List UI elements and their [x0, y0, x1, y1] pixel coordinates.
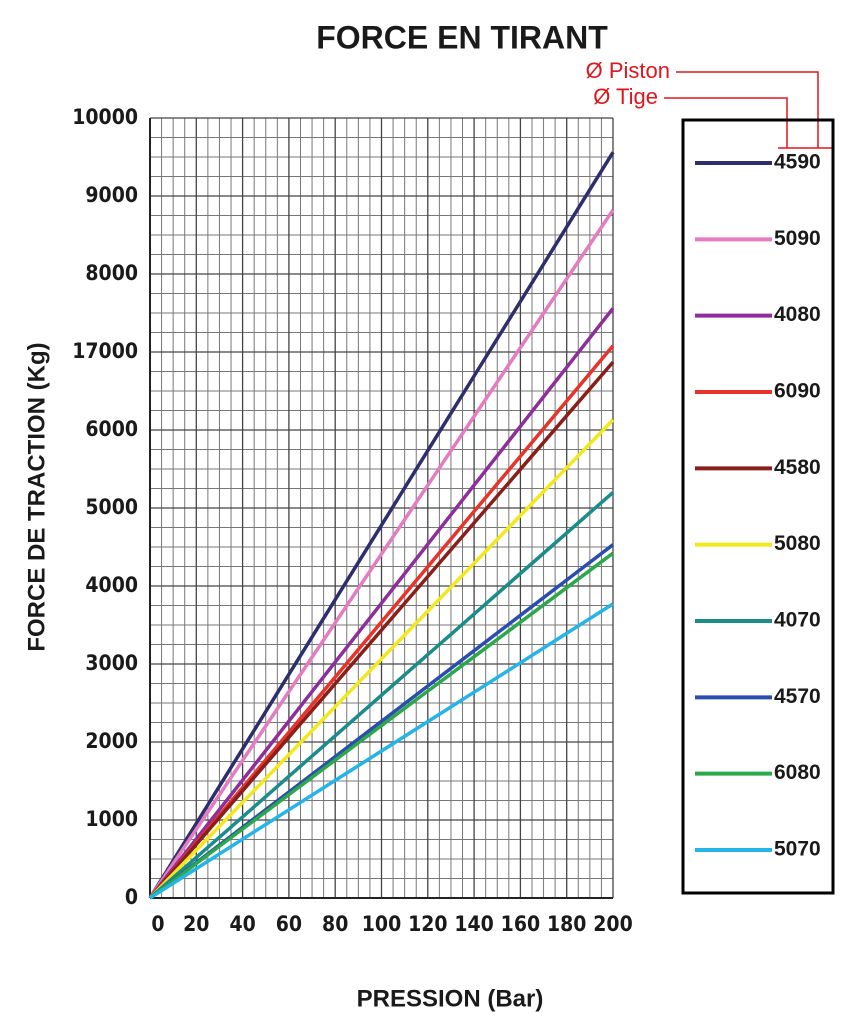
legend-label: 4590: [774, 151, 821, 174]
legend-label: 5080: [774, 532, 821, 555]
annotation: Ø Piston: [586, 58, 670, 83]
y-axis-label: FORCE DE TRACTION (Kg): [23, 342, 50, 651]
series-line: [148, 151, 615, 899]
y-tick-label: 4000: [85, 573, 138, 597]
x-tick-label: 80: [322, 912, 348, 936]
leader-line: [664, 97, 788, 148]
chart-title: FORCE EN TIRANT: [316, 19, 608, 55]
leader-line: [676, 71, 819, 148]
y-tick-label: 17000: [72, 339, 138, 363]
annotation-leaders: [664, 71, 834, 149]
y-tick-label: 2000: [85, 729, 138, 753]
y-tick-label: 8000: [85, 261, 138, 285]
legend-box: [681, 118, 835, 895]
legend-label: 6090: [774, 380, 821, 403]
x-tick-label: 60: [276, 912, 302, 936]
x-tick-label: 20: [183, 912, 209, 936]
x-axis-label: PRESSION (Bar): [357, 985, 544, 1012]
y-tick-label: 1000: [85, 807, 138, 831]
y-tick-label: 9000: [85, 183, 138, 207]
series-line: [148, 209, 615, 899]
legend-label: 4080: [774, 303, 821, 326]
x-tick-label: 100: [362, 912, 401, 936]
legend-label: 4570: [774, 685, 821, 708]
legend-label: 4070: [774, 609, 821, 632]
legend-label: 4580: [774, 456, 821, 479]
y-tick-label: 6000: [85, 417, 138, 441]
legend-label: 5070: [774, 838, 821, 861]
x-tick-label: 40: [229, 912, 255, 936]
series-line: [148, 551, 615, 900]
legend-label: 5090: [774, 227, 821, 250]
y-tick-label: 0: [125, 885, 138, 909]
series-line: [148, 307, 615, 900]
series-line: [148, 360, 615, 900]
x-tick-label: 120: [408, 912, 447, 936]
series-line: [148, 418, 615, 900]
y-tick-label: 10000: [72, 105, 138, 129]
x-tick-label: 0: [151, 912, 164, 936]
grid: [149, 117, 614, 899]
y-tick-label: 3000: [85, 651, 138, 675]
annotation: Ø Tige: [593, 84, 658, 109]
series-line: [149, 602, 614, 900]
x-tick-label: 200: [593, 912, 632, 936]
x-tick-label: 180: [547, 912, 586, 936]
y-tick-label: 5000: [85, 495, 138, 519]
x-tick-label: 160: [501, 912, 540, 936]
x-tick-label: 140: [454, 912, 493, 936]
series-line: [148, 491, 615, 900]
legend-label: 6080: [774, 761, 821, 784]
